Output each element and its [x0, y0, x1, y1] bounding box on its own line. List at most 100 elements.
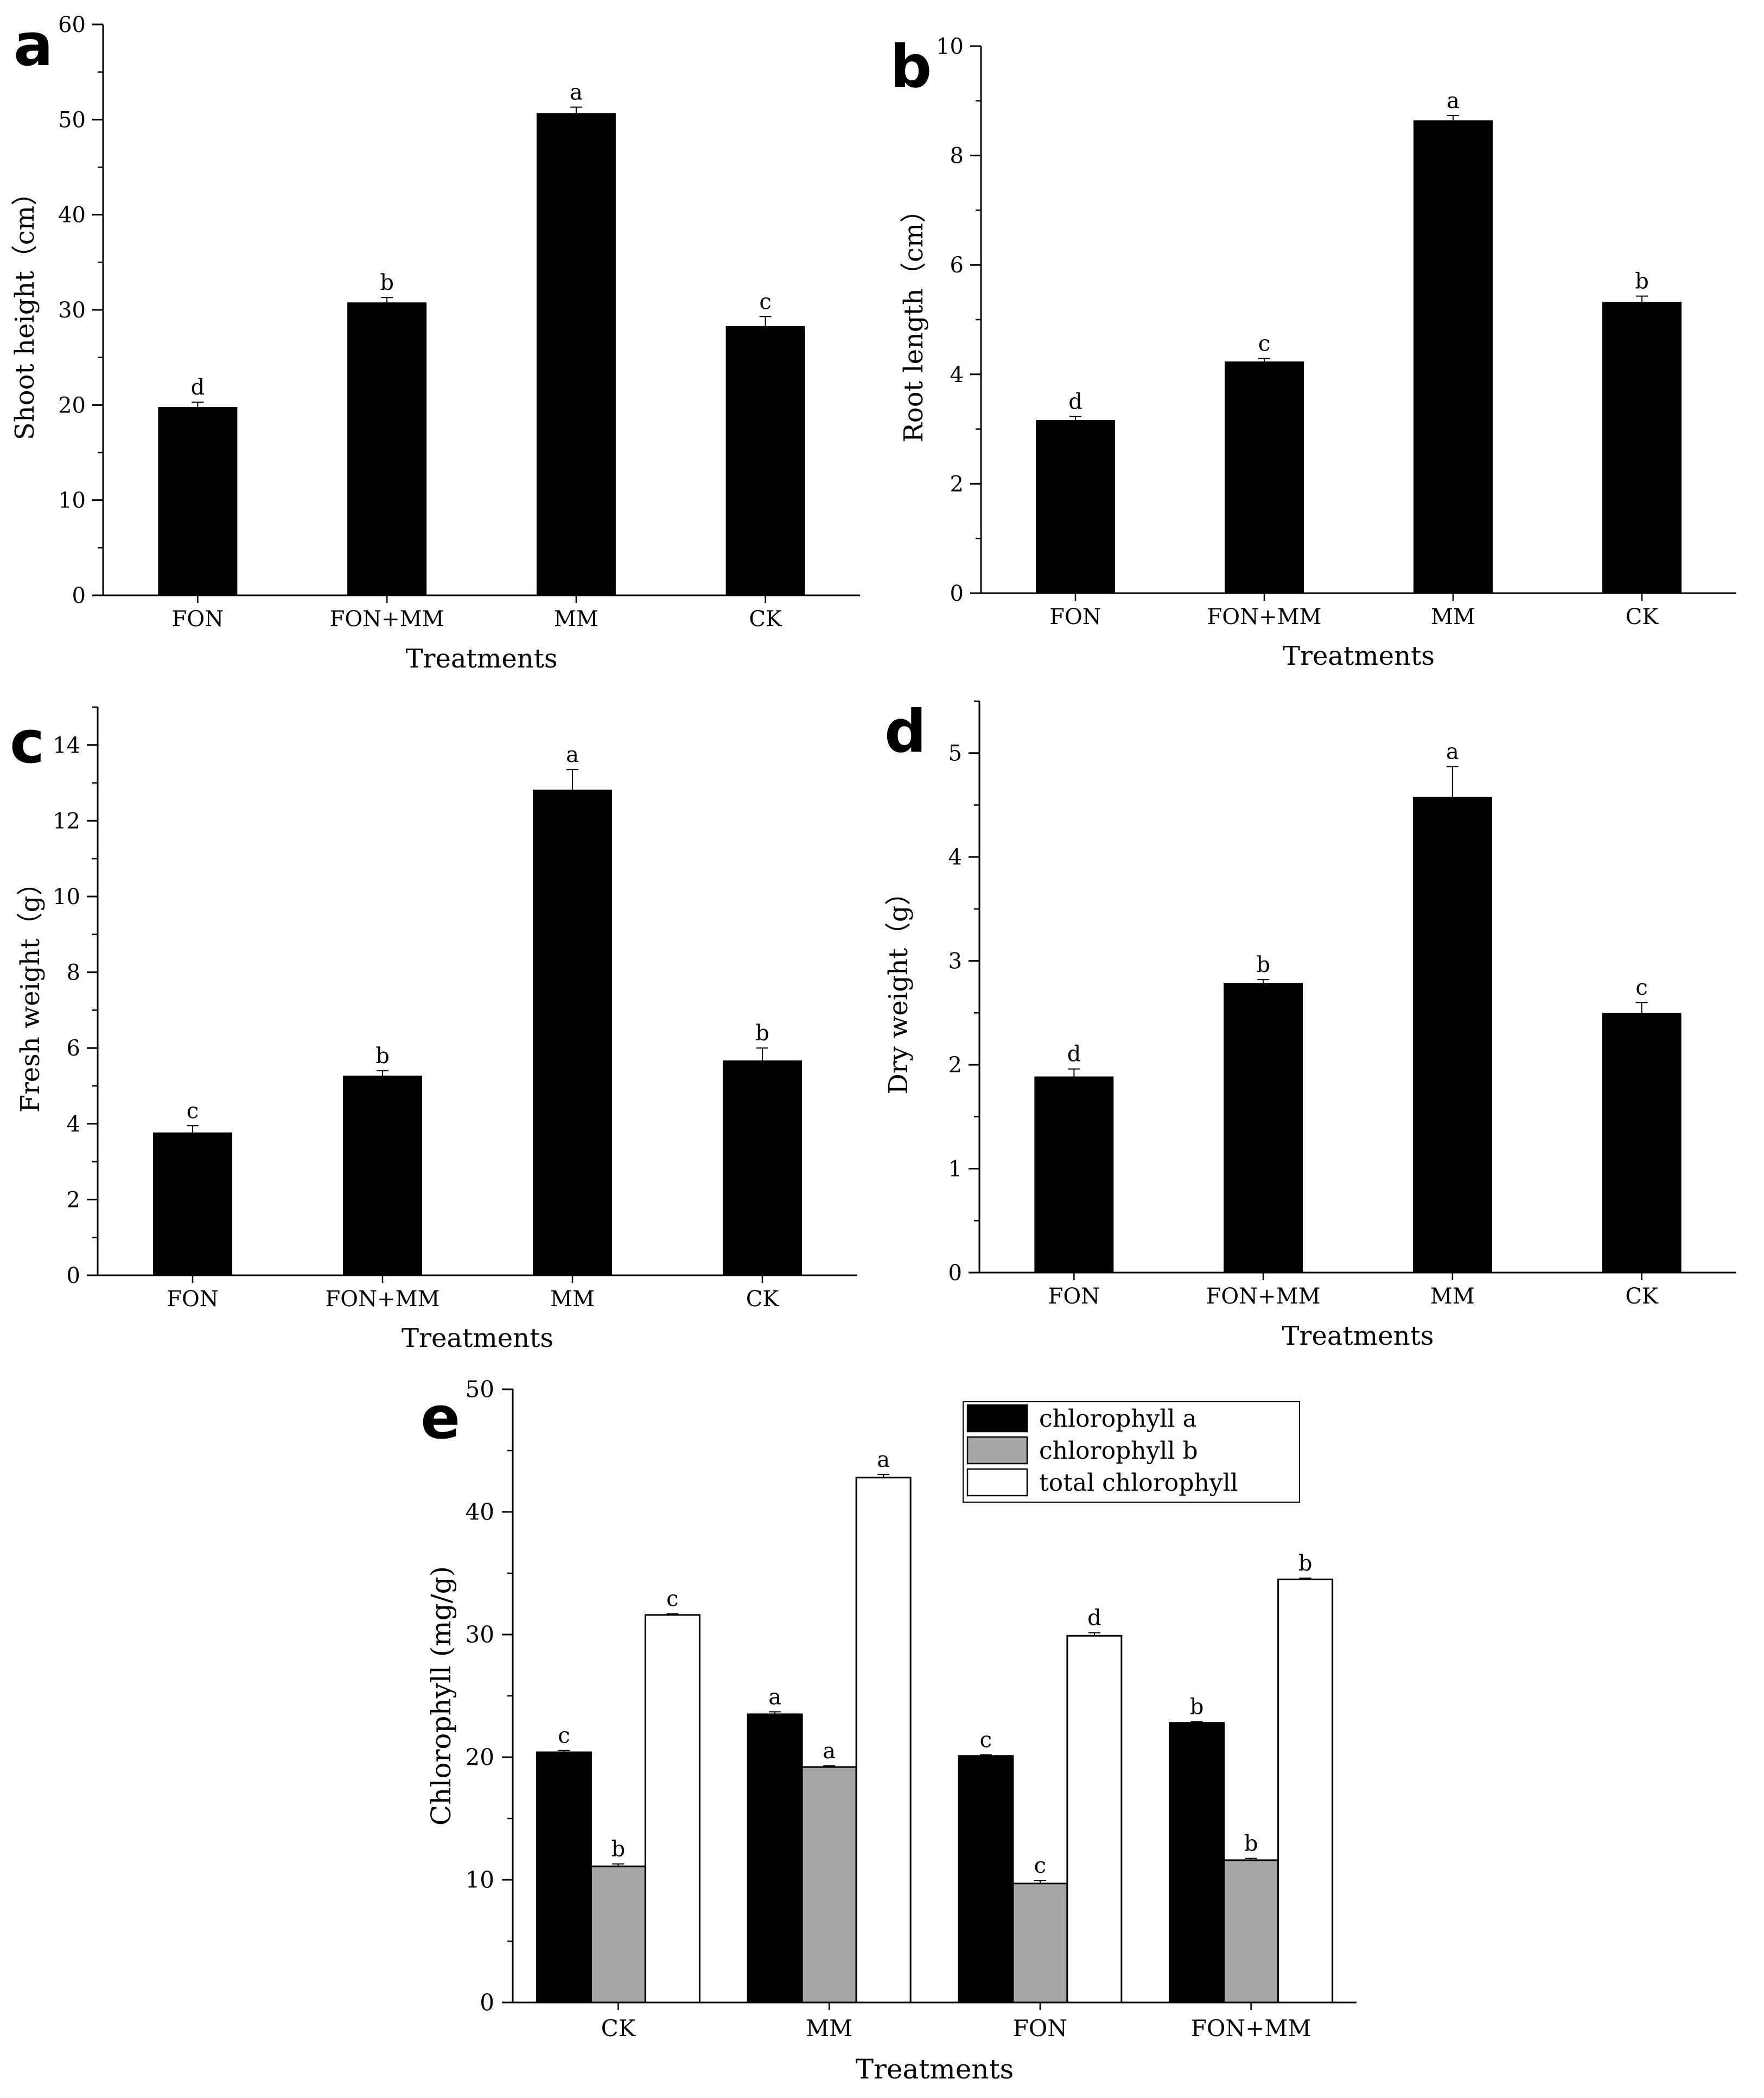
bar [153, 1132, 232, 1276]
x-axis-label: Treatments [1282, 1321, 1434, 1351]
x-tick-label: FON [172, 607, 224, 632]
panel-letter: b [890, 33, 932, 101]
x-tick-label: MM [554, 607, 598, 632]
y-tick-label: 30 [466, 1622, 494, 1648]
bar [747, 1713, 803, 2004]
panel-b: b 0 2 4 6 8 10 Root length（cm） Treatments d FON c FO… [890, 33, 1736, 671]
bar [723, 1060, 802, 1276]
significance-letter: d [1087, 1606, 1101, 1631]
y-tick-label: 40 [466, 1499, 494, 1525]
x-tick-label: FON+MM [1207, 605, 1322, 630]
significance-letter: c [1258, 332, 1270, 357]
x-tick-label: CK [1625, 1284, 1659, 1309]
y-tick-label: 2 [948, 1053, 962, 1078]
panel-d: d 0 1 2 3 4 5 Dry weight（g） Treatments d FON b FON+M… [883, 698, 1736, 1351]
x-tick-label: FON+MM [326, 1287, 440, 1312]
significance-letter: a [823, 1739, 836, 1764]
y-axis-label: Chlorophyll (mg/g) [425, 1566, 457, 1826]
bar [644, 1614, 700, 2004]
significance-letter: b [1298, 1551, 1313, 1576]
significance-letter: a [877, 1447, 890, 1472]
bar [1066, 1635, 1123, 2004]
significance-letter: a [768, 1684, 781, 1709]
y-tick-label: 4 [950, 363, 964, 387]
x-tick-label: CK [601, 2015, 636, 2042]
x-tick-label: FON [1049, 605, 1101, 630]
significance-letter: c [980, 1727, 992, 1752]
x-tick-label: FON+MM [330, 607, 444, 632]
bar [1224, 983, 1303, 1274]
bar [536, 113, 616, 596]
bar [1602, 302, 1682, 594]
significance-letter: a [1447, 88, 1460, 113]
significance-letter: d [1068, 389, 1082, 414]
panel-letter: a [14, 11, 53, 79]
x-tick-label: CK [746, 1287, 780, 1312]
bar [1602, 1013, 1682, 1274]
legend-label: chlorophyll a [1039, 1405, 1197, 1433]
panel-letter: d [884, 698, 926, 766]
y-tick-label: 6 [67, 1036, 80, 1061]
y-tick-label: 0 [950, 581, 964, 606]
bar [1277, 1578, 1334, 2004]
y-tick-label: 60 [58, 12, 86, 37]
bar [1413, 120, 1493, 594]
y-tick-label: 12 [53, 809, 80, 834]
y-tick-label: 50 [58, 107, 86, 132]
significance-letter: c [1635, 975, 1647, 1000]
y-tick-label: 4 [948, 845, 962, 870]
bar [347, 302, 427, 596]
bar [958, 1755, 1014, 2004]
legend-swatch [966, 1404, 1028, 1433]
y-tick-label: 2 [950, 472, 964, 497]
x-tick-label: MM [806, 2015, 852, 2042]
y-tick-label: 4 [67, 1112, 80, 1137]
x-tick-label: FON [1013, 2015, 1067, 2042]
y-tick-label: 0 [480, 1989, 494, 2016]
legend-swatch [966, 1436, 1028, 1465]
x-tick-label: FON+MM [1206, 1284, 1321, 1309]
x-tick-label: CK [749, 607, 782, 632]
y-tick-label: 10 [466, 1867, 494, 1893]
panel-a: a 0 10 20 30 40 50 60 Shoot height（cm） Treatments… [10, 11, 860, 674]
significance-letter: b [380, 270, 394, 295]
x-tick-label: CK [1626, 605, 1659, 630]
significance-letter: a [566, 742, 579, 767]
y-tick-label: 20 [466, 1744, 494, 1771]
significance-letter: c [759, 289, 771, 314]
bar [533, 790, 612, 1276]
significance-letter: b [755, 1021, 769, 1046]
legend-label: total chlorophyll [1039, 1469, 1238, 1497]
y-tick-label: 2 [67, 1187, 80, 1212]
x-tick-label: MM [1430, 1284, 1475, 1309]
significance-letter: b [1244, 1831, 1258, 1856]
significance-letter: c [558, 1724, 570, 1749]
x-axis-label: Treatments [405, 644, 557, 674]
y-axis-label: Shoot height（cm） [10, 180, 40, 440]
x-axis-label: Treatments [856, 2054, 1014, 2085]
bar [1412, 797, 1492, 1274]
y-axis-label: Root length（cm） [899, 197, 929, 443]
bar [801, 1766, 857, 2004]
y-axis-label: Dry weight（g） [883, 879, 914, 1094]
significance-letter: b [612, 1837, 626, 1862]
y-axis-label: Fresh weight（g） [15, 870, 46, 1113]
y-tick-label: 6 [950, 253, 964, 278]
bar [343, 1076, 422, 1276]
bar [590, 1865, 646, 2004]
significance-letter: c [1034, 1853, 1046, 1878]
y-tick-label: 0 [67, 1263, 80, 1288]
bar [1223, 1859, 1279, 2004]
significance-letter: b [375, 1044, 390, 1069]
significance-letter: b [1635, 269, 1649, 294]
significance-letter: d [1067, 1042, 1081, 1067]
panel-letter: e [421, 1384, 460, 1452]
x-tick-label: FON [1048, 1284, 1100, 1309]
y-tick-label: 10 [936, 34, 964, 59]
y-tick-label: 40 [58, 203, 86, 228]
legend-swatch [966, 1468, 1028, 1497]
panel-c: c 0 2 4 6 8 10 12 14 Fresh weight（g） Treatments c FO… [10, 706, 857, 1353]
bar [1225, 361, 1304, 594]
bar [1034, 1076, 1114, 1274]
